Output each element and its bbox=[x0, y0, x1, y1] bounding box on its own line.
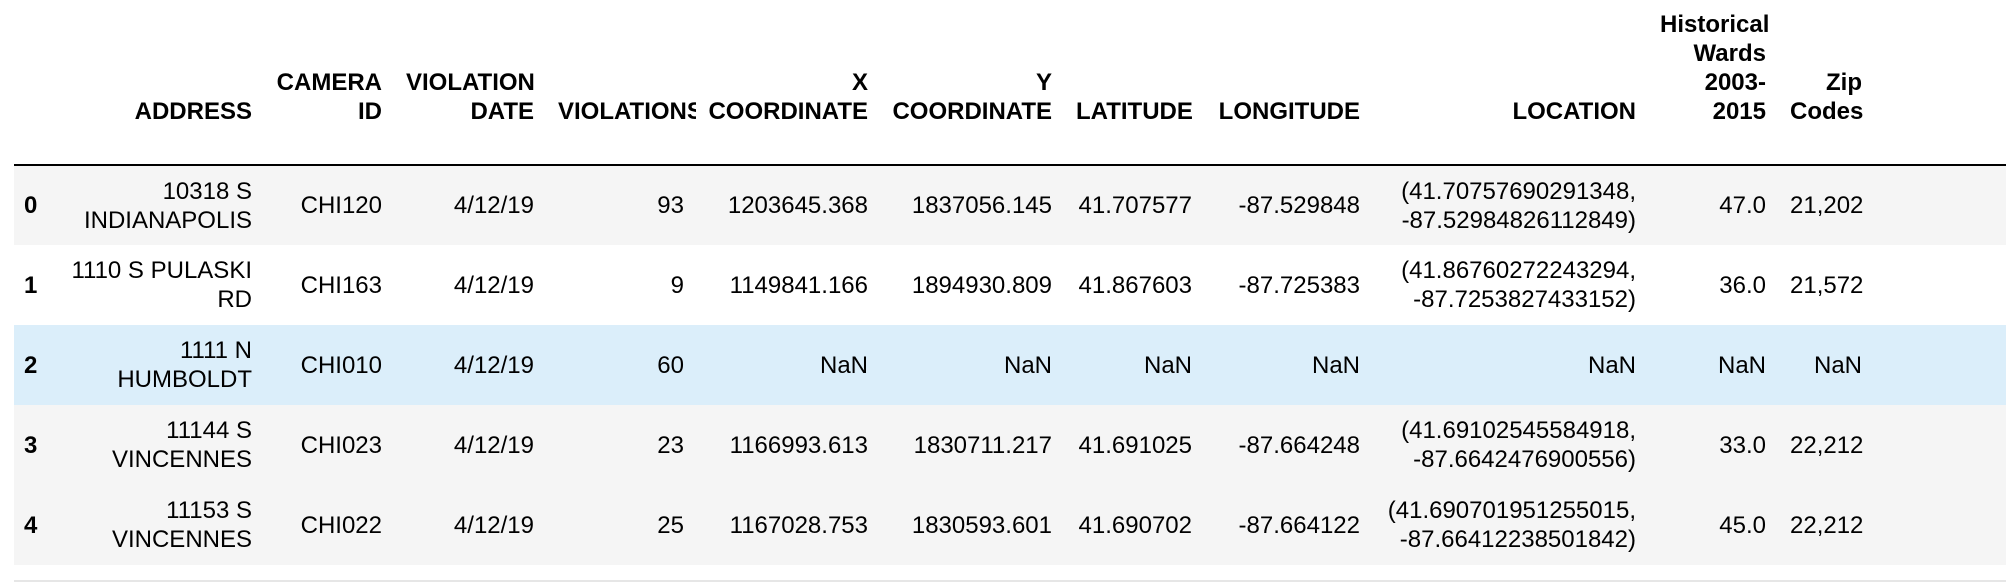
dataframe-scroll-container[interactable]: ADDRESS CAMERA ID VIOLATION DATE VIOLATI… bbox=[14, 0, 2006, 586]
cell-location: (41.690701951255015, -87.66412238501842) bbox=[1387, 497, 1636, 553]
cell-violation-date: 4/12/19 bbox=[453, 351, 534, 379]
cell-address: 1111 N HUMBOLDT bbox=[117, 337, 252, 393]
cell-camera-id: CHI023 bbox=[300, 431, 382, 459]
cell-x-coordinate: 1149841.166 bbox=[729, 271, 868, 299]
cell-latitude: 41.707577 bbox=[1078, 192, 1192, 219]
cell-historical-wards: 47.0 bbox=[1719, 192, 1766, 219]
cell-latitude: 41.690702 bbox=[1078, 511, 1192, 539]
cell-historical-wards: 36.0 bbox=[1719, 271, 1766, 299]
cell-violations: 9 bbox=[670, 271, 684, 299]
column-header-violations: VIOLATIONS bbox=[546, 0, 696, 166]
cell-address: 11153 S VINCENNES bbox=[111, 497, 252, 553]
cell-violations: 23 bbox=[657, 431, 684, 459]
cell-zip-codes: 22,212 bbox=[1790, 511, 1864, 539]
column-header-community-areas: Community Areas bbox=[1874, 0, 2006, 166]
table-row: 3 11144 S VINCENNES CHI023 4/12/19 23 11… bbox=[14, 405, 2006, 485]
cell-address: 10318 S INDIANAPOLIS bbox=[83, 177, 252, 234]
cell-longitude: -87.664248 bbox=[1238, 431, 1360, 459]
cell-location: (41.70757690291348, -87.52984826112849) bbox=[1401, 177, 1636, 234]
cell-x-coordinate: NaN bbox=[819, 351, 868, 379]
cell-zip-codes: 21,572 bbox=[1790, 271, 1864, 299]
column-header-location: LOCATION bbox=[1372, 0, 1648, 166]
cell-community-areas: NaN bbox=[1874, 325, 2006, 405]
cell-historical-wards: NaN bbox=[1717, 351, 1766, 379]
cell-x-coordinate: 1203645.368 bbox=[727, 192, 868, 219]
table-row: 1 1110 S PULASKI RD CHI163 4/12/19 9 114… bbox=[14, 245, 2006, 325]
cell-longitude: -87.529848 bbox=[1238, 192, 1360, 219]
cell-community-areas: 74.0 bbox=[1874, 485, 2006, 565]
cell-violation-date: 4/12/19 bbox=[453, 271, 534, 299]
cell-x-coordinate: 1167028.753 bbox=[729, 511, 868, 539]
row-index: 0 bbox=[24, 192, 38, 219]
row-index: 1 bbox=[24, 271, 38, 299]
cell-camera-id: CHI163 bbox=[300, 271, 382, 299]
table-row-highlighted: 2 1111 N HUMBOLDT CHI010 4/12/19 60 NaN … bbox=[14, 325, 2006, 405]
cell-camera-id: CHI120 bbox=[300, 192, 382, 219]
column-header-address: ADDRESS bbox=[54, 0, 264, 166]
header-row: ADDRESS CAMERA ID VIOLATION DATE VIOLATI… bbox=[14, 0, 2006, 166]
column-header-longitude: LONGITUDE bbox=[1204, 0, 1372, 166]
cell-y-coordinate: 1894930.809 bbox=[911, 271, 1052, 299]
row-index: 3 bbox=[24, 431, 38, 459]
column-header-y-coordinate: Y COORDINATE bbox=[880, 0, 1064, 166]
cell-address: 1110 S PULASKI RD bbox=[71, 257, 252, 313]
cell-location: NaN bbox=[1587, 351, 1636, 379]
cell-latitude: 41.867603 bbox=[1078, 271, 1192, 299]
cell-community-areas: 74.0 bbox=[1874, 405, 2006, 485]
table-row: 4 11153 S VINCENNES CHI022 4/12/19 25 11… bbox=[14, 485, 2006, 565]
cell-zip-codes: 21,202 bbox=[1790, 192, 1864, 219]
cell-zip-codes: 22,212 bbox=[1790, 431, 1864, 459]
cell-longitude: NaN bbox=[1311, 351, 1360, 379]
cell-y-coordinate: NaN bbox=[1003, 351, 1052, 379]
cell-violations: 60 bbox=[657, 351, 684, 379]
cell-location: (41.86760272243294, -87.7253827433152) bbox=[1401, 257, 1636, 313]
cell-longitude: -87.664122 bbox=[1238, 511, 1360, 539]
row-index: 2 bbox=[24, 351, 38, 379]
column-header-x-coordinate: X COORDINATE bbox=[696, 0, 880, 166]
cell-camera-id: CHI022 bbox=[300, 511, 382, 539]
cell-zip-codes: NaN bbox=[1813, 351, 1862, 379]
cell-location: (41.69102545584918, -87.6642476900556) bbox=[1401, 417, 1636, 473]
column-header-latitude: LATITUDE bbox=[1064, 0, 1204, 166]
column-header-violation-date: VIOLATION DATE bbox=[394, 0, 546, 166]
cell-longitude: -87.725383 bbox=[1238, 271, 1360, 299]
cell-violation-date: 4/12/19 bbox=[453, 431, 534, 459]
cell-y-coordinate: 1837056.145 bbox=[911, 192, 1052, 219]
cell-latitude: 41.691025 bbox=[1078, 431, 1192, 459]
table-row: 0 10318 S INDIANAPOLIS CHI120 4/12/19 93… bbox=[14, 165, 2006, 245]
cell-historical-wards: 45.0 bbox=[1719, 511, 1766, 539]
cell-violation-date: 4/12/19 bbox=[453, 511, 534, 539]
cell-violations: 93 bbox=[657, 192, 684, 219]
column-header-camera-id: CAMERA ID bbox=[264, 0, 394, 166]
cell-x-coordinate: 1166993.613 bbox=[729, 431, 868, 459]
column-header-historical-wards: Historical Wards 2003-2015 bbox=[1648, 0, 1778, 166]
cell-violations: 25 bbox=[657, 511, 684, 539]
column-header-zip-codes: Zip Codes bbox=[1778, 0, 1874, 166]
cell-community-areas: 49.0 bbox=[1874, 165, 2006, 245]
cell-camera-id: CHI010 bbox=[300, 351, 382, 379]
cell-y-coordinate: 1830711.217 bbox=[913, 431, 1052, 459]
cell-violation-date: 4/12/19 bbox=[453, 192, 534, 219]
cell-y-coordinate: 1830593.601 bbox=[911, 511, 1052, 539]
dataframe-table: ADDRESS CAMERA ID VIOLATION DATE VIOLATI… bbox=[14, 0, 2006, 565]
cell-address: 11144 S VINCENNES bbox=[111, 417, 252, 473]
cell-latitude: NaN bbox=[1143, 351, 1192, 379]
cell-historical-wards: 33.0 bbox=[1719, 431, 1766, 459]
index-column-header bbox=[14, 0, 54, 166]
scrollbar-track[interactable] bbox=[14, 580, 2006, 582]
row-index: 4 bbox=[24, 511, 38, 539]
cell-community-areas: 30.0 bbox=[1874, 245, 2006, 325]
